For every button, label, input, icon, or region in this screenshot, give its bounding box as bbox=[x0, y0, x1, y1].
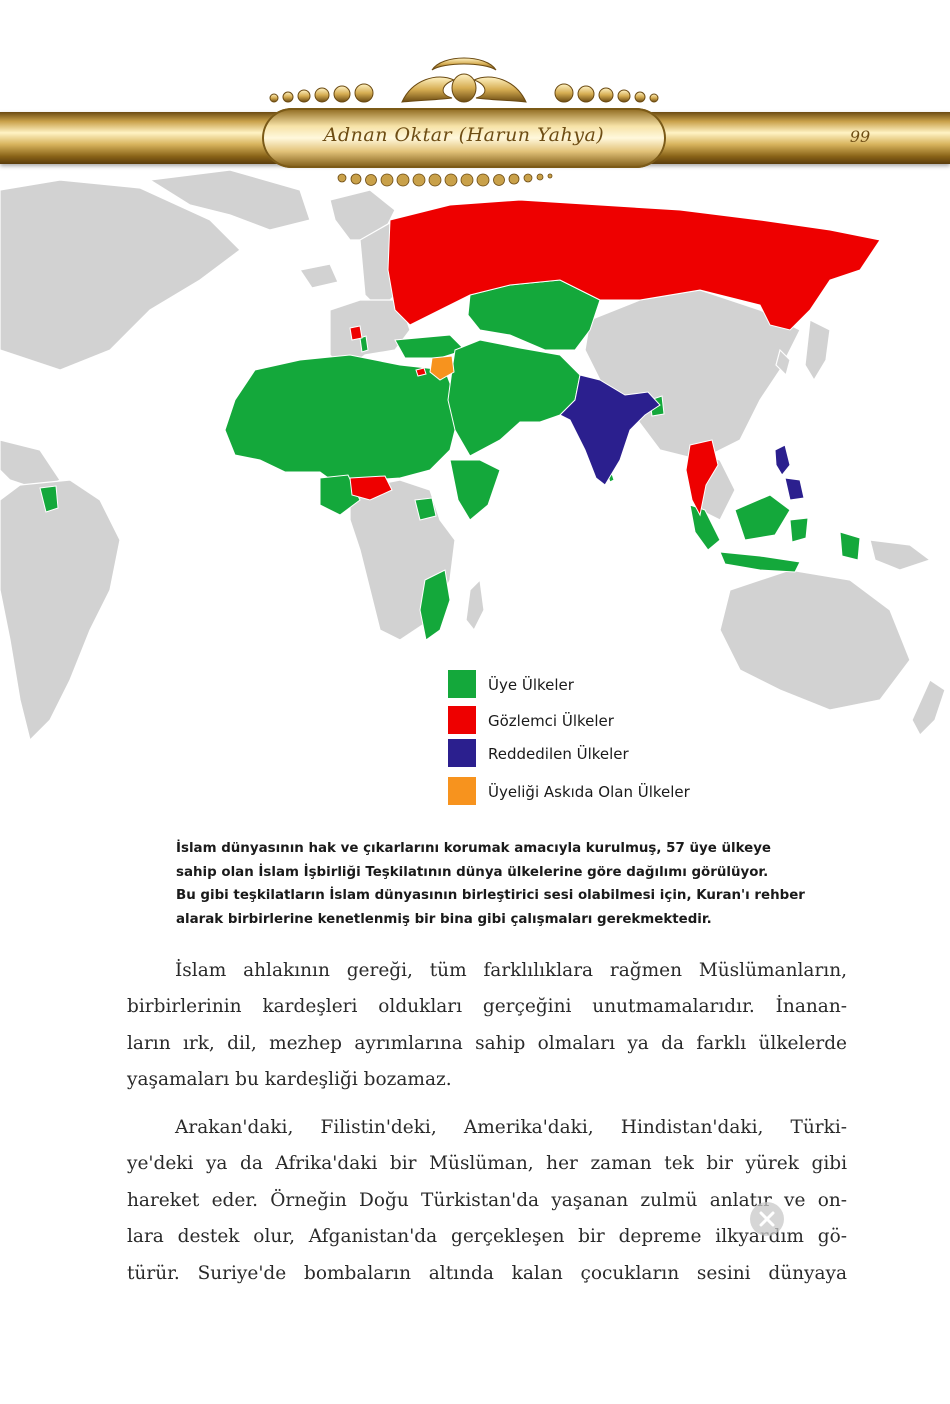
text-line: birbirlerinin kardeşleri oldukları gerçe… bbox=[127, 996, 847, 1018]
text-line: ların ırk, dil, mezhep ayrımlarına sahip… bbox=[127, 1032, 847, 1054]
legend-swatch-orange bbox=[448, 777, 476, 805]
text-line: lara destek olur, Afganistan'da gerçekle… bbox=[127, 1226, 847, 1248]
legend-item-observers: Gözlemci Ülkeler bbox=[448, 706, 788, 736]
map-caption: İslam dünyasının hak ve çıkarlarını koru… bbox=[176, 837, 856, 931]
text-line: ye'deki ya da Afrika'daki bir Müslüman, … bbox=[127, 1153, 847, 1175]
body-paragraph-2: Arakan'daki, Filistin'deki, Amerika'daki… bbox=[127, 1110, 847, 1292]
legend-item-rejected: Reddedilen Ülkeler bbox=[448, 739, 788, 769]
world-map bbox=[0, 169, 946, 742]
legend-label: Üye Ülkeler bbox=[488, 676, 574, 694]
legend-label: Üyeliği Askıda Olan Ülkeler bbox=[488, 783, 690, 801]
header-title-plate bbox=[262, 108, 666, 168]
legend-label: Gözlemci Ülkeler bbox=[488, 712, 614, 730]
legend-swatch-green bbox=[448, 670, 476, 698]
header-ornament-dots bbox=[337, 173, 553, 187]
page-number: 99 bbox=[849, 127, 871, 146]
legend-swatch-blue bbox=[448, 739, 476, 767]
close-overlay-button[interactable] bbox=[750, 1202, 784, 1236]
legend-item-members: Üye Ülkeler bbox=[448, 670, 788, 700]
caption-line: Bu gibi teşkilatların İslam dünyasının b… bbox=[176, 888, 805, 903]
legend-label: Reddedilen Ülkeler bbox=[488, 745, 629, 763]
text-line: türür. Suriye'de bombaların altında kala… bbox=[127, 1262, 847, 1284]
page-header: Adnan Oktar (Harun Yahya) 99 bbox=[0, 0, 950, 200]
close-icon bbox=[759, 1211, 775, 1227]
caption-line: sahip olan İslam İşbirliği Teşkilatının … bbox=[176, 864, 769, 880]
book-author-title: Adnan Oktar (Harun Yahya) bbox=[323, 124, 605, 146]
body-paragraph-1: İslam ahlakının gereği, tüm farklılıklar… bbox=[127, 953, 847, 1099]
text-line: yaşamaları bu kardeşliği bozamaz. bbox=[127, 1069, 452, 1091]
map-observer-countries bbox=[349, 199, 881, 517]
map-rejected-countries bbox=[559, 374, 805, 501]
text-line: Arakan'daki, Filistin'deki, Amerika'daki… bbox=[175, 1117, 847, 1138]
caption-line: İslam dünyasının hak ve çıkarlarını koru… bbox=[176, 841, 772, 856]
text-line: hareket eder. Örneğin Doğu Türkistan'da … bbox=[127, 1189, 847, 1211]
caption-line: alarak birbirlerine kenetlenmiş bir bina… bbox=[176, 911, 712, 927]
header-ornament-top bbox=[269, 57, 659, 103]
map-suspended-countries bbox=[429, 355, 455, 381]
legend-swatch-red bbox=[448, 706, 476, 734]
text-line: İslam ahlakının gereği, tüm farklılıklar… bbox=[175, 960, 847, 981]
legend-item-suspended: Üyeliği Askıda Olan Ülkeler bbox=[448, 777, 788, 807]
map-land-gray bbox=[0, 169, 946, 742]
